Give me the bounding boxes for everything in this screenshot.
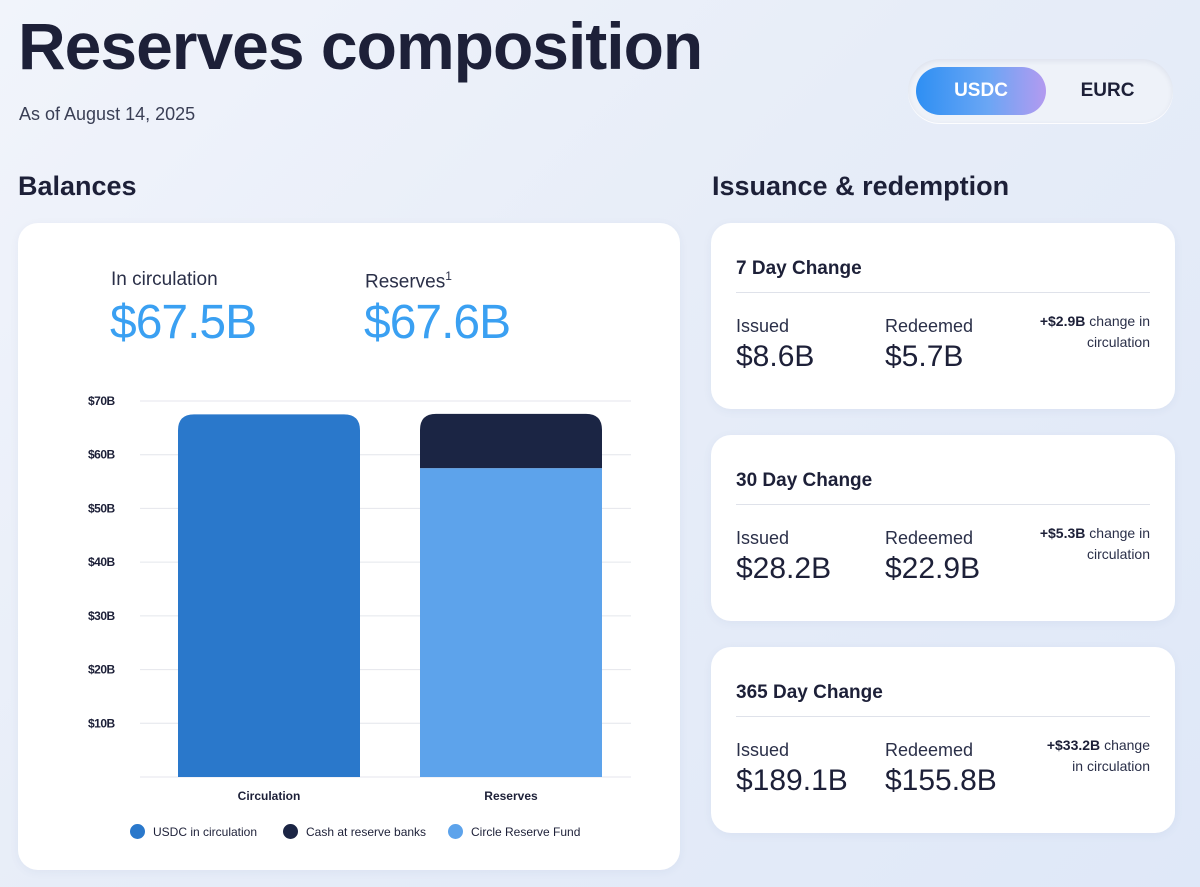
redeemed-label: Redeemed — [885, 528, 974, 548]
net-change: +$5.3B change in circulation — [1010, 523, 1150, 565]
in-circulation-value: $67.5B — [110, 296, 257, 349]
net-change-text-1: change — [1104, 737, 1150, 753]
net-change: +$2.9B change in circulation — [1010, 311, 1150, 353]
in-circulation-label: In circulation — [111, 269, 218, 290]
divider — [736, 504, 1150, 505]
divider — [736, 292, 1150, 293]
redeemed-value: $22.9B — [885, 552, 981, 585]
change-card-7-day: 7 Day Change Issued $8.6B Redeemed $5.7B… — [711, 223, 1175, 409]
reserves-label-text: Reserves — [365, 271, 446, 293]
chart-legend: USDC in circulation Cash at reserve bank… — [130, 824, 650, 846]
net-change-text-2: circulation — [1086, 546, 1150, 562]
chart-bars — [178, 413, 602, 777]
issued-label: Issued — [736, 316, 790, 336]
change-card-title: 365 Day Change — [736, 682, 883, 703]
legend-label-cash-at-reserve-banks: Cash at reserve banks — [306, 824, 427, 839]
issued-value: $189.1B — [736, 764, 848, 797]
change-card-title: 7 Day Change — [736, 258, 862, 279]
y-tick-label: $60B — [88, 448, 116, 462]
chart-x-axis: Circulation Reserves — [238, 789, 538, 803]
redeemed-label: Redeemed — [885, 740, 974, 760]
reserves-label: Reserves1 — [365, 269, 452, 293]
bar-circulation-usdc-in-circulation — [178, 414, 360, 777]
net-change-value: +$5.3B — [1039, 525, 1086, 541]
issued-value: $28.2B — [736, 552, 832, 585]
redeemed-label: Redeemed — [885, 316, 974, 336]
change-card-title: 30 Day Change — [736, 470, 873, 491]
reserves-footnote-marker[interactable]: 1 — [445, 269, 452, 283]
y-tick-label: $40B — [88, 555, 116, 569]
legend-swatch-usdc-in-circulation — [130, 824, 145, 839]
issued-label: Issued — [736, 740, 790, 760]
currency-toggle: USDC EURC — [908, 59, 1173, 123]
redeemed-value: $155.8B — [885, 764, 997, 797]
net-change-text-1: change in — [1089, 525, 1150, 541]
legend-item-cash-at-reserve-banks: Cash at reserve banks — [283, 824, 426, 839]
net-change-text-1: change in — [1089, 313, 1150, 329]
bar-reserves-circle-reserve-fund — [420, 468, 602, 777]
redeemed-value: $5.7B — [885, 340, 964, 373]
bar-reserves-cash-at-reserve-banks — [420, 413, 602, 469]
net-change-text-2: in circulation — [1072, 758, 1150, 774]
net-change: +$33.2B change in circulation — [1010, 735, 1150, 777]
chart-y-axis: $10B $20B $30B $40B $50B $60B $70B — [88, 394, 116, 730]
balances-card: In circulation $67.5B Reserves1 $67.6B $… — [18, 223, 680, 870]
issued-label: Issued — [736, 528, 790, 548]
legend-swatch-circle-reserve-fund — [448, 824, 463, 839]
reserves-bar-chart: $10B $20B $30B $40B $50B $60B $70B Circulation… — [88, 394, 631, 803]
legend-item-usdc-in-circulation: USDC in circulation — [130, 824, 257, 839]
net-change-value: +$2.9B — [1039, 313, 1086, 329]
y-tick-label: $70B — [88, 394, 116, 408]
x-category-label: Reserves — [484, 789, 538, 803]
usdc-toggle-button[interactable]: USDC — [916, 67, 1046, 115]
legend-item-circle-reserve-fund: Circle Reserve Fund — [448, 824, 580, 839]
y-tick-label: $30B — [88, 609, 116, 623]
legend-label-usdc-in-circulation: USDC in circulation — [153, 824, 258, 839]
reserves-value: $67.6B — [364, 296, 511, 349]
y-tick-label: $10B — [88, 716, 116, 730]
balances-section-title: Balances — [18, 171, 137, 201]
as-of-date: As of August 14, 2025 — [19, 104, 196, 124]
change-card-365-day: 365 Day Change Issued $189.1B Redeemed $… — [711, 647, 1175, 833]
legend-label-circle-reserve-fund: Circle Reserve Fund — [471, 824, 581, 839]
net-change-value: +$33.2B — [1046, 737, 1101, 753]
y-tick-label: $20B — [88, 663, 116, 677]
divider — [736, 716, 1150, 717]
eurc-toggle-button[interactable]: EURC — [1080, 80, 1135, 101]
issued-value: $8.6B — [736, 340, 815, 373]
x-category-label: Circulation — [238, 789, 301, 803]
issuance-section-title: Issuance & redemption — [712, 171, 1010, 201]
y-tick-label: $50B — [88, 501, 116, 515]
net-change-text-2: circulation — [1086, 334, 1150, 350]
page-title: Reserves composition — [18, 9, 703, 83]
legend-swatch-cash-at-reserve-banks — [283, 824, 298, 839]
change-card-30-day: 30 Day Change Issued $28.2B Redeemed $22… — [711, 435, 1175, 621]
